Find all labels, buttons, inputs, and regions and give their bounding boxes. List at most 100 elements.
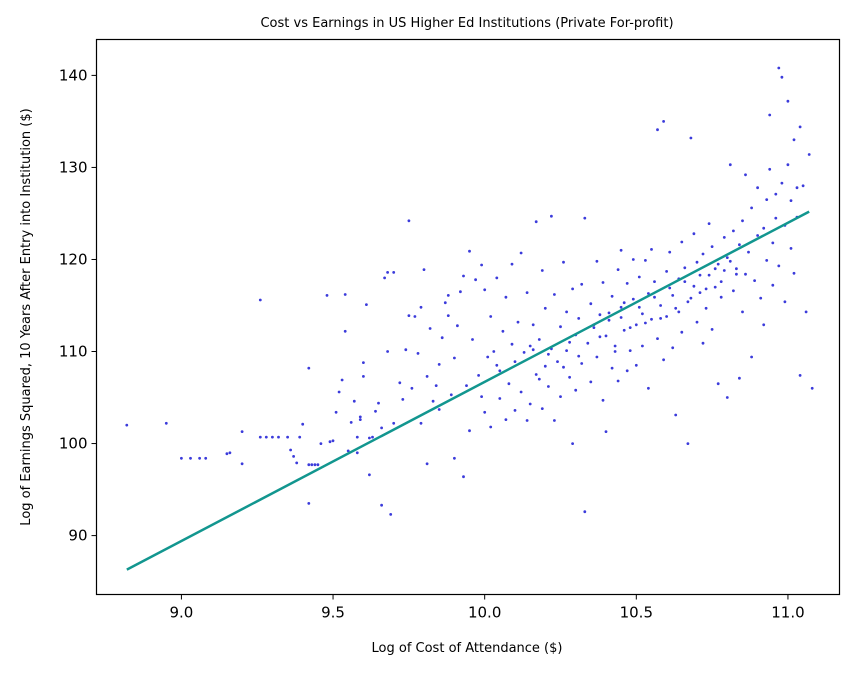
data-point [389, 513, 393, 516]
data-point [271, 435, 274, 439]
data-point [659, 304, 662, 307]
data-point [671, 294, 675, 297]
x-axis-ticks: 9.0 9.5 10.0 10.5 11.0 [169, 594, 805, 622]
data-point [792, 271, 796, 275]
data-point [525, 291, 529, 294]
data-point [498, 369, 502, 373]
data-point [789, 247, 793, 250]
data-point [462, 274, 465, 278]
data-point [641, 344, 644, 348]
data-point [650, 317, 653, 321]
data-point [732, 229, 735, 233]
data-point [601, 281, 605, 284]
data-point [650, 248, 653, 251]
data-point [307, 502, 311, 505]
data-point [771, 241, 775, 245]
data-point [501, 329, 505, 333]
data-point [716, 382, 720, 386]
data-point [483, 288, 487, 292]
data-point [628, 349, 632, 352]
data-point [774, 192, 778, 196]
data-point [428, 327, 432, 330]
data-point [565, 310, 568, 314]
data-point [522, 351, 526, 354]
data-point [316, 463, 320, 467]
data-point [592, 326, 596, 329]
data-point [431, 399, 435, 403]
data-point [565, 349, 568, 352]
data-point [410, 386, 414, 390]
data-point [613, 344, 617, 348]
data-point [204, 456, 208, 460]
data-point [768, 113, 772, 117]
data-point [689, 296, 693, 300]
data-point [765, 259, 769, 262]
data-point [625, 369, 629, 373]
y-tick-label: 110 [59, 343, 88, 361]
data-point [468, 249, 471, 253]
data-point [695, 320, 699, 324]
data-point [786, 163, 790, 167]
data-point [695, 260, 699, 264]
data-point [595, 259, 599, 263]
chart-title: Cost vs Earnings in US Higher Ed Institu… [260, 16, 673, 31]
data-point [580, 282, 584, 286]
data-point [653, 295, 656, 299]
data-point [295, 461, 299, 465]
data-point [625, 282, 629, 285]
data-point [728, 259, 732, 263]
data-point [340, 378, 344, 382]
data-point [434, 384, 438, 387]
x-tick-label: 10.5 [620, 604, 653, 622]
data-point [547, 385, 550, 388]
data-point [349, 421, 353, 424]
data-point [240, 462, 244, 466]
data-point [510, 342, 514, 346]
data-point [374, 409, 377, 413]
data-point [386, 271, 389, 274]
data-point [462, 475, 465, 479]
data-point [686, 442, 690, 445]
data-point [795, 186, 799, 190]
y-tick-label: 120 [59, 250, 88, 268]
x-tick-label: 11.0 [771, 604, 804, 622]
data-point [674, 413, 678, 417]
data-point [525, 419, 529, 422]
data-point [689, 136, 693, 140]
data-point [589, 302, 593, 306]
data-point [562, 365, 565, 369]
data-point [504, 418, 508, 421]
data-point [355, 451, 359, 455]
data-point [589, 380, 593, 384]
data-point [380, 426, 383, 430]
data-point [574, 388, 578, 392]
data-point [631, 297, 635, 301]
data-point [653, 280, 656, 283]
data-point [180, 456, 183, 460]
data-point [225, 452, 229, 456]
data-point [634, 363, 638, 367]
data-point [665, 270, 668, 273]
data-point [719, 295, 723, 299]
data-point [741, 310, 744, 314]
data-point [756, 234, 759, 237]
data-point [744, 173, 747, 177]
data-point [610, 294, 614, 298]
data-point [289, 448, 292, 452]
data-point [392, 271, 396, 274]
data-point [486, 355, 490, 359]
data-point [662, 120, 665, 123]
data-point [480, 395, 483, 398]
data-point [189, 456, 192, 460]
data-point [586, 341, 590, 345]
data-point [301, 422, 305, 426]
data-point [683, 280, 687, 283]
data-point [392, 421, 396, 425]
data-point [516, 320, 520, 324]
data-point [728, 163, 732, 167]
fit-line [126, 210, 810, 571]
data-point [456, 324, 459, 328]
data-point [310, 463, 314, 467]
data-point [753, 279, 756, 282]
data-point [313, 463, 317, 467]
